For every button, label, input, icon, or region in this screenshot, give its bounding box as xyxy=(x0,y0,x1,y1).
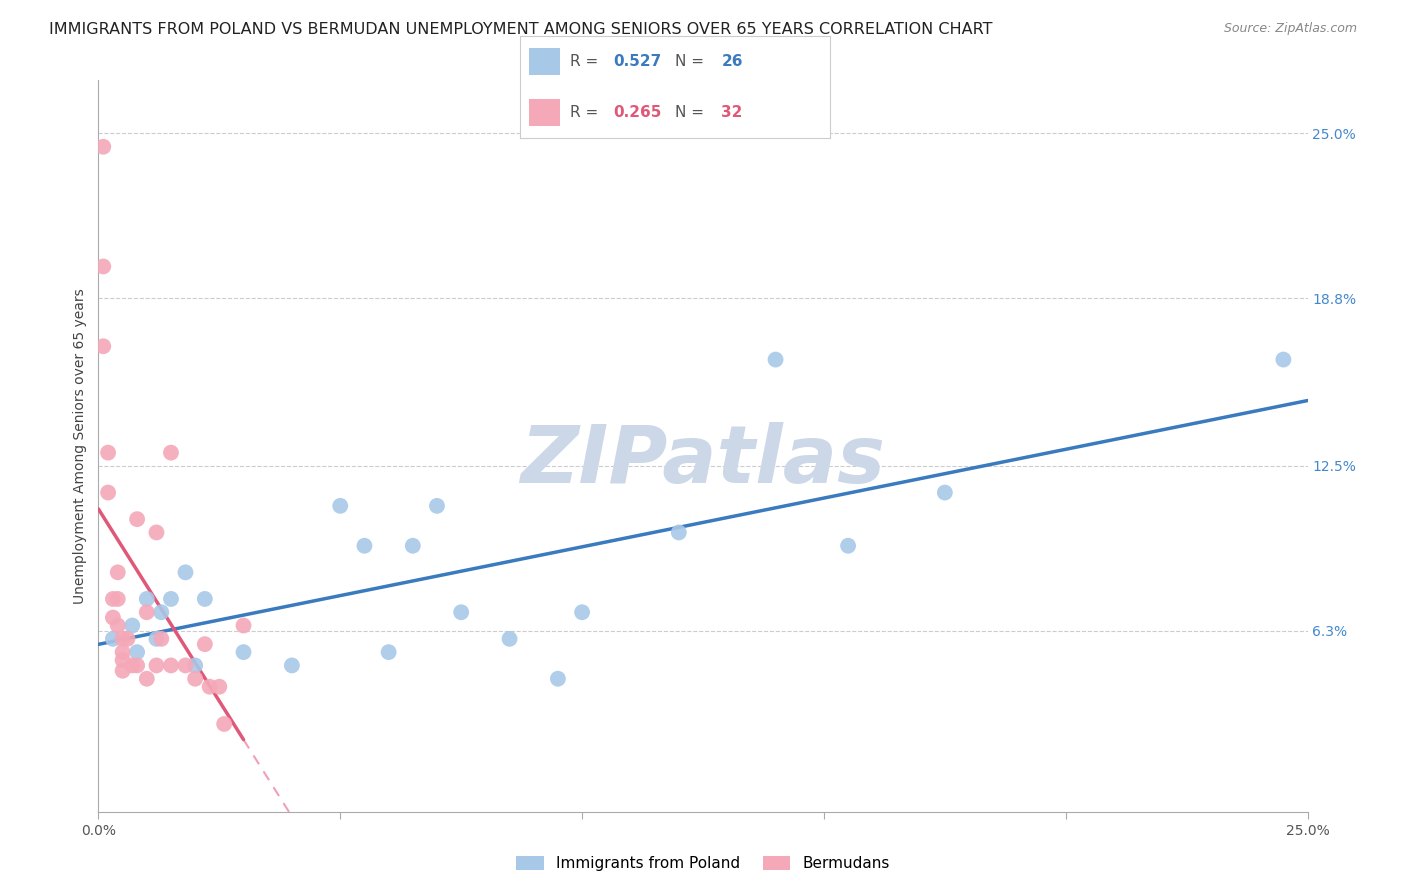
Point xyxy=(547,672,569,686)
Point xyxy=(194,591,217,606)
Point xyxy=(498,632,520,646)
Point xyxy=(160,445,183,459)
Point xyxy=(111,653,134,667)
Bar xyxy=(530,99,561,126)
Point xyxy=(232,645,254,659)
Point xyxy=(127,658,149,673)
Point xyxy=(127,645,149,659)
Point xyxy=(121,618,143,632)
Point xyxy=(101,610,124,624)
Point xyxy=(107,566,129,580)
Point xyxy=(135,672,157,686)
Point xyxy=(837,539,859,553)
Point xyxy=(184,672,207,686)
Text: ZIPatlas: ZIPatlas xyxy=(520,422,886,500)
Point xyxy=(97,485,120,500)
Text: 0.527: 0.527 xyxy=(613,54,661,69)
Point xyxy=(426,499,449,513)
Point xyxy=(150,632,173,646)
Point xyxy=(765,352,787,367)
Text: R =: R = xyxy=(569,105,603,120)
Text: N =: N = xyxy=(675,54,709,69)
Point xyxy=(174,566,197,580)
Text: 0.265: 0.265 xyxy=(613,105,661,120)
Point xyxy=(160,658,183,673)
Point xyxy=(150,605,173,619)
Point xyxy=(160,591,183,606)
Point xyxy=(1272,352,1295,367)
Point xyxy=(107,618,129,632)
Point xyxy=(111,664,134,678)
Point xyxy=(97,445,120,459)
Text: 32: 32 xyxy=(721,105,742,120)
Text: Source: ZipAtlas.com: Source: ZipAtlas.com xyxy=(1223,22,1357,36)
Point xyxy=(377,645,399,659)
Point xyxy=(184,658,207,673)
Point xyxy=(353,539,375,553)
Point xyxy=(208,680,231,694)
Point xyxy=(198,680,221,694)
Point xyxy=(571,605,593,619)
Point xyxy=(135,591,157,606)
Point xyxy=(174,658,197,673)
Point xyxy=(91,260,114,274)
Point xyxy=(402,539,425,553)
Point xyxy=(145,525,167,540)
Point xyxy=(117,632,139,646)
Point xyxy=(121,658,143,673)
Text: R =: R = xyxy=(569,54,603,69)
Point xyxy=(212,717,235,731)
Text: N =: N = xyxy=(675,105,709,120)
Point xyxy=(934,485,956,500)
Text: 26: 26 xyxy=(721,54,742,69)
Point xyxy=(101,632,124,646)
Point xyxy=(111,645,134,659)
Y-axis label: Unemployment Among Seniors over 65 years: Unemployment Among Seniors over 65 years xyxy=(73,288,87,604)
Point xyxy=(450,605,472,619)
Text: IMMIGRANTS FROM POLAND VS BERMUDAN UNEMPLOYMENT AMONG SENIORS OVER 65 YEARS CORR: IMMIGRANTS FROM POLAND VS BERMUDAN UNEMP… xyxy=(49,22,993,37)
Point xyxy=(194,637,217,651)
Point xyxy=(91,140,114,154)
Point xyxy=(127,512,149,526)
Point xyxy=(91,339,114,353)
Point xyxy=(101,591,124,606)
Point xyxy=(329,499,352,513)
Point xyxy=(145,658,167,673)
Point xyxy=(668,525,690,540)
Point xyxy=(135,605,157,619)
Point xyxy=(107,591,129,606)
Bar xyxy=(530,48,561,75)
Point xyxy=(145,632,167,646)
Point xyxy=(281,658,304,673)
Legend: Immigrants from Poland, Bermudans: Immigrants from Poland, Bermudans xyxy=(510,850,896,877)
Point xyxy=(111,632,134,646)
Point xyxy=(232,618,254,632)
